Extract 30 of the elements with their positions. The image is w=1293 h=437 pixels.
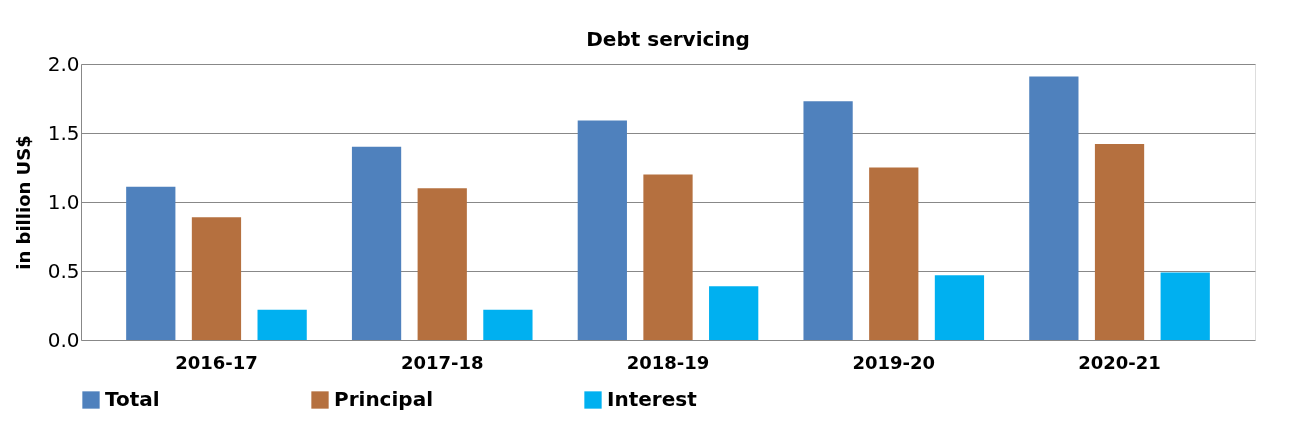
bar [709, 286, 759, 340]
bar [934, 275, 985, 340]
y-tick-label: 0.5 [47, 258, 80, 283]
x-tick-label: 2017-18 [400, 351, 484, 373]
y-axis-title: in billion US$ [12, 135, 34, 270]
bar [126, 186, 176, 340]
y-tick-label: 1.0 [47, 189, 80, 214]
x-tick-label: 2019-20 [852, 351, 936, 373]
bar [1029, 76, 1079, 340]
legend-label: Principal [334, 387, 433, 411]
bar [1094, 144, 1145, 340]
x-tick-label: 2020-21 [1078, 351, 1161, 373]
bar [257, 309, 307, 340]
y-tick-label: 2.0 [47, 51, 80, 76]
bar [483, 309, 533, 340]
x-tick-label: 2016-17 [175, 351, 258, 373]
x-tick-label: 2018-19 [626, 351, 710, 373]
legend-label: Total [105, 387, 160, 411]
bar [803, 101, 853, 340]
bar [1160, 272, 1210, 340]
legend-label: Interest [607, 387, 698, 411]
bar [643, 174, 693, 340]
chart-title: Debt servicing [586, 27, 750, 51]
bar [351, 146, 402, 340]
bar [417, 188, 467, 340]
bar [577, 120, 627, 340]
bar [191, 217, 242, 340]
bar [869, 167, 919, 340]
y-tick-label: 0.0 [47, 327, 80, 352]
y-tick-label: 1.5 [47, 120, 80, 145]
